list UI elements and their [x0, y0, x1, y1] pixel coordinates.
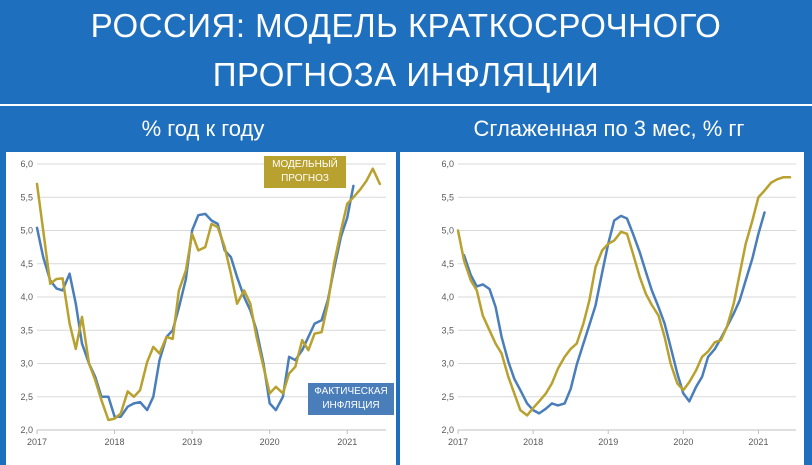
left-chart-series-actual	[35, 184, 355, 418]
left-chart-y-tick-label: 3,0	[20, 359, 33, 369]
left-chart-y-tick-label: 6,0	[20, 159, 33, 169]
left-chart: 2,0 2,5 3,0 3,5 4,0 4,5 5,0 5,5 6,0 2017 2018 2019 2…	[20, 159, 386, 447]
right-chart-x-tick-label: 2019	[598, 437, 618, 447]
left-chart-y-tick-label: 4,0	[20, 292, 33, 302]
left-chart-x-tick-label: 2019	[182, 437, 202, 447]
left-chart-y-tick-label: 5,5	[20, 192, 33, 202]
left-chart-series-model	[35, 167, 382, 422]
right-chart: 2,0 2,5 3,0 3,5 4,0 4,5 5,0 5,5 6,0 2017 2018 2019 2…	[441, 159, 796, 447]
legend-actual-line1: ФАКТИЧЕСКАЯ	[314, 386, 388, 397]
right-chart-y-tick-label: 4,0	[441, 292, 454, 302]
right-chart-x-tick-label: 2021	[748, 437, 768, 447]
legend-actual: ФАКТИЧЕСКАЯ ИНФЛЯЦИЯ	[308, 383, 394, 415]
right-chart-series-actual	[462, 211, 766, 415]
title-block: РОССИЯ: МОДЕЛЬ КРАТКОСРОЧНОГО ПРОГНОЗА И…	[0, 0, 812, 104]
right-chart-y-tick-label: 2,0	[441, 425, 454, 435]
right-chart-y-tick-label: 3,5	[441, 325, 454, 335]
left-chart-x-tick-label: 2017	[27, 437, 47, 447]
legend-model: МОДЕЛЬНЫЙ ПРОГНОЗ	[264, 156, 346, 188]
page-title-line2: ПРОГНОЗА ИНФЛЯЦИИ	[212, 56, 600, 93]
right-chart-y-tick-label: 6,0	[441, 159, 454, 169]
left-chart-y-tick-label: 4,5	[20, 259, 33, 269]
left-chart-title: % год к году	[141, 116, 265, 141]
divider	[0, 104, 812, 106]
right-chart-y-tick-label: 3,0	[441, 359, 454, 369]
left-chart-x-tick-label: 2020	[260, 437, 280, 447]
left-chart-panel: 2,0 2,5 3,0 3,5 4,0 4,5 5,0 5,5 6,0 2017 2018 2019 2…	[6, 152, 396, 465]
legend-model-line1: МОДЕЛЬНЫЙ	[272, 159, 338, 170]
left-chart-y-tick-label: 2,0	[20, 425, 33, 435]
right-chart-y-tick-label: 5,0	[441, 226, 454, 236]
left-chart-y-tick-label: 5,0	[20, 226, 33, 236]
left-chart-x-tick-label: 2021	[337, 437, 357, 447]
legend-actual-line2: ИНФЛЯЦИЯ	[322, 400, 380, 411]
right-chart-y-tick-label: 5,5	[441, 192, 454, 202]
right-chart-y-tick-label: 4,5	[441, 259, 454, 269]
left-chart-x-tick-label: 2018	[105, 437, 125, 447]
left-chart-y-tick-label: 2,5	[20, 392, 33, 402]
right-chart-x-tick-label: 2020	[673, 437, 693, 447]
page-title-line1: РОССИЯ: МОДЕЛЬ КРАТКОСРОЧНОГО	[90, 7, 722, 44]
right-chart-panel: 2,0 2,5 3,0 3,5 4,0 4,5 5,0 5,5 6,0 2017 2018 2019 2…	[400, 152, 804, 465]
right-chart-title: Сглаженная по 3 мес, % гг	[473, 116, 745, 141]
left-chart-y-tick-label: 3,5	[20, 325, 33, 335]
right-chart-series-model	[456, 176, 792, 417]
legend-model-line2: ПРОГНОЗ	[281, 173, 329, 184]
right-chart-x-tick-label: 2017	[448, 437, 468, 447]
right-chart-y-tick-label: 2,5	[441, 392, 454, 402]
right-chart-x-tick-label: 2018	[523, 437, 543, 447]
